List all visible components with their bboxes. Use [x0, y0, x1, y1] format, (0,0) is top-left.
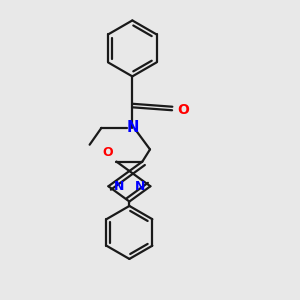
Text: N: N: [126, 120, 139, 135]
Text: N: N: [114, 180, 124, 193]
Text: O: O: [177, 103, 189, 117]
Text: O: O: [103, 146, 113, 159]
Text: N: N: [135, 180, 145, 193]
